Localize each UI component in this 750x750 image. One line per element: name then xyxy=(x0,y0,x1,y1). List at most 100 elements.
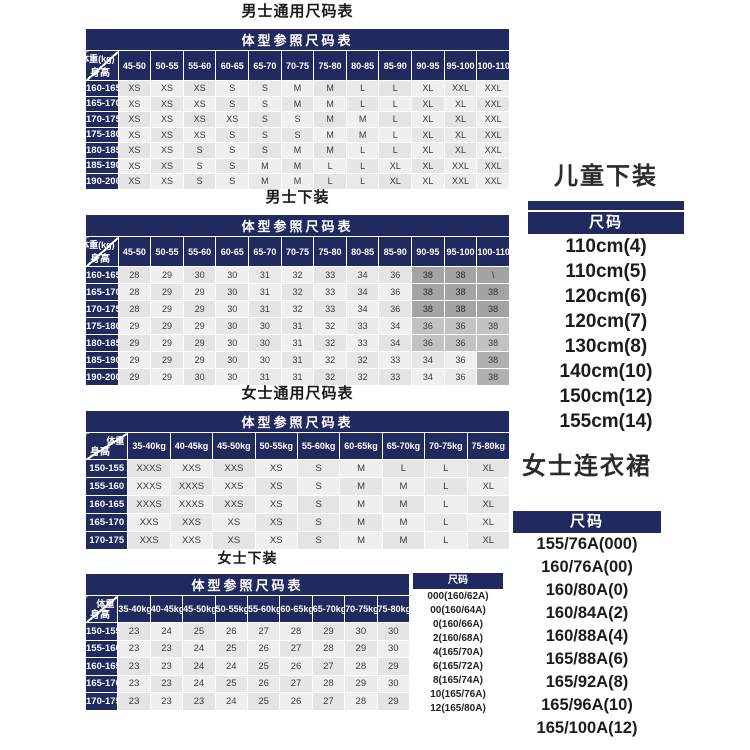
column-header: 35-40kg xyxy=(127,432,171,460)
corner-weight-label: 体重 xyxy=(96,599,115,609)
size-cell: S xyxy=(215,95,250,112)
table-row: 160-165 XXXS XXXS XXS XS S M M L XL xyxy=(84,495,511,514)
size-cell: M xyxy=(313,126,347,143)
size-cell: M xyxy=(280,142,315,159)
corner-cell: 体重(kg) 身高 xyxy=(85,236,119,267)
size-cell: S xyxy=(296,513,341,532)
size-cell: 27 xyxy=(279,639,313,658)
size-table-women-bottoms: 体型参照尺码表 体重 身高 35-40kg 40-45kg 45-50kg 50-55kg 5… xyxy=(84,573,411,711)
table-row: 170-175 XXS XXS XS XS S M M L XL xyxy=(84,531,511,550)
table-row: 160-165 XS XS XS S S M M L L XL XXL XXL xyxy=(85,80,510,97)
size-cell: 28 xyxy=(279,622,313,641)
column-header: 45-50kg xyxy=(212,432,256,460)
size-table-women-general: 体型参照尺码表 体重 身高 35-40kg 40-45kg 45-50kg 50-55kg 5… xyxy=(84,410,511,550)
size-cell: 38 xyxy=(476,334,510,352)
size-cell: 32 xyxy=(280,283,315,301)
column-header: 90-95 xyxy=(411,50,445,81)
row-label: 170-175 xyxy=(85,111,119,128)
size-code-item: 10(165/76A) xyxy=(430,689,486,700)
row-label: 170-175 xyxy=(84,531,129,550)
size-cell: 34 xyxy=(345,283,380,301)
table-row: 165-170 XXS XXS XS XS S M M L XL xyxy=(84,513,511,532)
size-cell: 28 xyxy=(311,639,346,658)
size-cell: S xyxy=(215,80,250,97)
size-cell: XS xyxy=(150,95,184,112)
dress-size-item: 165/88A(6) xyxy=(545,650,629,668)
size-cell: 30 xyxy=(215,300,250,318)
table-row: 160-165 28 29 30 30 31 32 33 34 36 38 38 \ xyxy=(85,266,510,284)
size-cell: 29 xyxy=(182,300,217,318)
column-header: 50-55 xyxy=(150,50,184,81)
size-cell: XXL xyxy=(476,173,510,190)
size-cell: M xyxy=(280,173,315,190)
size-cell: XS xyxy=(117,142,152,159)
size-cell: XL xyxy=(443,111,478,128)
column-header: 70-75 xyxy=(280,50,315,81)
size-cell: S xyxy=(215,142,250,159)
row-label: 165-170 xyxy=(85,283,119,301)
size-cell: 23 xyxy=(117,692,151,711)
size-cell: 38 xyxy=(411,283,445,301)
size-cell: 32 xyxy=(313,334,347,352)
size-cell: XXL xyxy=(476,157,510,174)
column-header: 80-85 xyxy=(345,50,380,81)
size-cell: XS xyxy=(182,80,217,97)
size-cell: 38 xyxy=(476,351,510,369)
column-header: 70-75 xyxy=(280,236,315,267)
size-cell: M xyxy=(280,80,315,97)
size-cell: XS xyxy=(117,95,152,112)
size-cell: XL xyxy=(466,531,511,550)
table-subheader: 体型参照尺码表 xyxy=(85,410,510,433)
size-cell: 29 xyxy=(117,317,152,335)
size-cell: XXXS xyxy=(169,495,214,514)
size-cell: 28 xyxy=(117,266,152,284)
size-cell: L xyxy=(345,173,380,190)
size-cell: 24 xyxy=(214,657,248,676)
size-cell: L xyxy=(313,157,347,174)
size-cell: XXS xyxy=(127,513,171,532)
size-cell: XS xyxy=(150,142,184,159)
size-cell: 27 xyxy=(311,657,346,676)
dress-size-header: 尺码 xyxy=(513,511,661,533)
size-cell: 29 xyxy=(150,266,184,284)
dress-size-item: 160/84A(2) xyxy=(545,604,629,622)
size-cell: 36 xyxy=(411,334,445,352)
size-code-item: 00(160/64A) xyxy=(430,605,486,616)
kids-size-item: 120cm(6) xyxy=(564,286,648,307)
size-cell: 27 xyxy=(246,622,281,641)
men-bottoms-title: 男士下装 xyxy=(265,189,330,206)
size-cell: XS xyxy=(150,126,184,143)
size-cell: 26 xyxy=(246,639,281,658)
size-cell: 23 xyxy=(149,639,184,658)
size-cell: S xyxy=(280,126,315,143)
size-cell: XS xyxy=(150,157,184,174)
table-row: 165-170 28 29 29 30 31 32 33 34 36 38 38 38 xyxy=(85,283,510,301)
size-cell: S xyxy=(248,95,282,112)
table-row: 155-160 XXXS XXXS XXS XS S M M L XL xyxy=(84,477,511,496)
size-cell: L xyxy=(381,459,426,478)
size-cell: XL xyxy=(411,157,445,174)
size-cell: XS xyxy=(215,111,250,128)
size-cell: 28 xyxy=(117,300,152,318)
size-cell: 23 xyxy=(117,674,151,693)
size-cell: 31 xyxy=(280,368,315,386)
size-cell: 28 xyxy=(344,657,378,676)
women-dress-title: 女士连衣裙 xyxy=(522,453,652,480)
size-cell: M xyxy=(381,495,426,514)
row-label: 160-165 xyxy=(85,266,119,284)
size-cell: XS xyxy=(212,513,256,532)
size-cell: S xyxy=(248,80,282,97)
size-cell: M xyxy=(313,142,347,159)
size-cell: L xyxy=(378,95,413,112)
size-cell: M xyxy=(280,157,315,174)
size-cell: XS xyxy=(117,111,152,128)
size-cell: 29 xyxy=(117,351,152,369)
size-cell: 23 xyxy=(149,692,184,711)
size-cell: XL xyxy=(443,126,478,143)
column-header-row: 体重(kg) 身高 45-5050-5555-6060-6565-7070-7575… xyxy=(85,50,510,81)
table-subheader: 体型参照尺码表 xyxy=(85,28,510,51)
size-cell: 31 xyxy=(248,300,282,318)
table-row: 185-190 XS XS S S M M L L XL XL XXL XXL xyxy=(85,157,510,174)
